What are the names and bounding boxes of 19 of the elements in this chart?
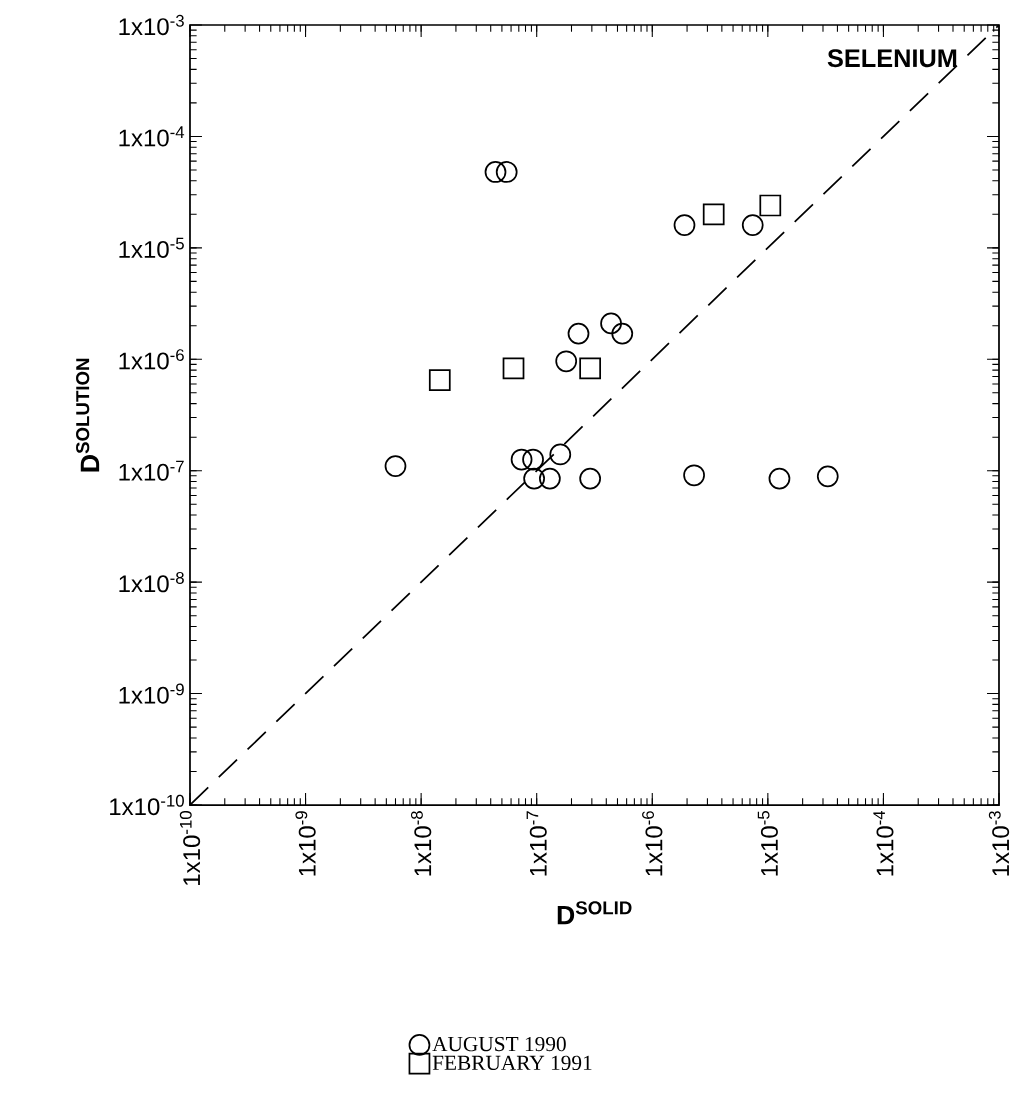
y-axis-title: D$^{SOLUTION}$ <box>76 358 100 472</box>
legend-label: FEBRUARY 1991 <box>432 1055 592 1070</box>
x-tick-label: 1x10$^{-3}$ <box>988 811 1010 876</box>
x-tick-label: 1x10$^{-8}$ <box>410 811 432 876</box>
x-tick-label: 1x10$^{-5}$ <box>757 811 778 876</box>
x-tick-label: 1x10$^{-7}$ <box>526 811 547 876</box>
y-tick-label: 1x10$^{-7}$ <box>119 460 184 481</box>
legend-label: AUGUST 1990 <box>432 1036 566 1052</box>
x-tick-label: 1x10$^{-4}$ <box>873 810 894 876</box>
annotation: SELENIUM <box>827 49 957 68</box>
y-tick-label: 1x10$^{-5}$ <box>119 237 184 258</box>
y-tick-label: 1x10$^{-9}$ <box>119 683 184 704</box>
x-axis-title: D$^{SOLID}$ <box>557 901 632 925</box>
y-tick-label: 1x10$^{-4}$ <box>119 126 185 147</box>
x-tick-label: 1x10$^{-6}$ <box>642 811 663 876</box>
x-tick-label: 1x10$^{-9}$ <box>295 811 316 876</box>
y-tick-label: 1x10$^{-8}$ <box>119 571 184 593</box>
y-tick-label: 1x10$^{-3}$ <box>119 14 184 36</box>
y-tick-label: 1x10$^{-6}$ <box>119 349 184 370</box>
